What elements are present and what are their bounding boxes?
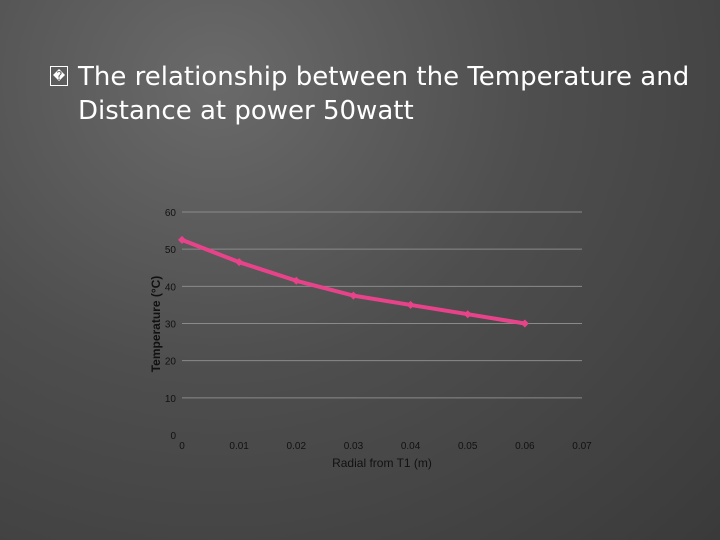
y-tick-label: 40 xyxy=(165,282,177,293)
data-point xyxy=(178,235,186,244)
slide-title-block: � The relationship between the Temperatu… xyxy=(50,60,690,128)
bullet-icon: � xyxy=(50,66,68,86)
y-tick-label: 0 xyxy=(170,431,176,442)
y-tick-label: 10 xyxy=(165,394,177,405)
x-tick-label: 0.04 xyxy=(401,441,421,452)
x-tick-label: 0.05 xyxy=(458,441,478,452)
y-axis-label: Temperature (°C) xyxy=(149,276,163,373)
x-tick-label: 0.02 xyxy=(287,441,307,452)
x-axis-ticks: 0 0.01 0.02 0.03 0.04 0.05 0.06 0.07 xyxy=(179,441,592,452)
data-point xyxy=(520,319,529,328)
chart-gridlines xyxy=(182,211,582,399)
x-tick-label: 0.01 xyxy=(229,441,249,452)
data-point xyxy=(349,291,358,300)
data-point xyxy=(292,276,301,285)
data-point xyxy=(406,300,415,309)
x-tick-label: 0.07 xyxy=(572,441,592,452)
y-tick-label: 50 xyxy=(165,245,177,256)
x-tick-label: 0.06 xyxy=(515,441,535,452)
x-tick-label: 0.03 xyxy=(344,441,364,452)
data-point xyxy=(463,310,472,319)
y-tick-label: 60 xyxy=(165,208,177,219)
chart-series xyxy=(178,235,529,328)
y-tick-label: 30 xyxy=(165,320,177,331)
x-tick-label: 0 xyxy=(179,441,185,452)
x-axis-label: Radial from T1 (m) xyxy=(332,456,432,470)
y-axis-ticks: 0 10 20 30 40 50 60 xyxy=(165,208,177,442)
series-line-0 xyxy=(180,237,527,326)
data-point xyxy=(235,258,244,267)
y-tick-label: 20 xyxy=(165,357,177,368)
slide-title: The relationship between the Temperature… xyxy=(78,62,690,126)
